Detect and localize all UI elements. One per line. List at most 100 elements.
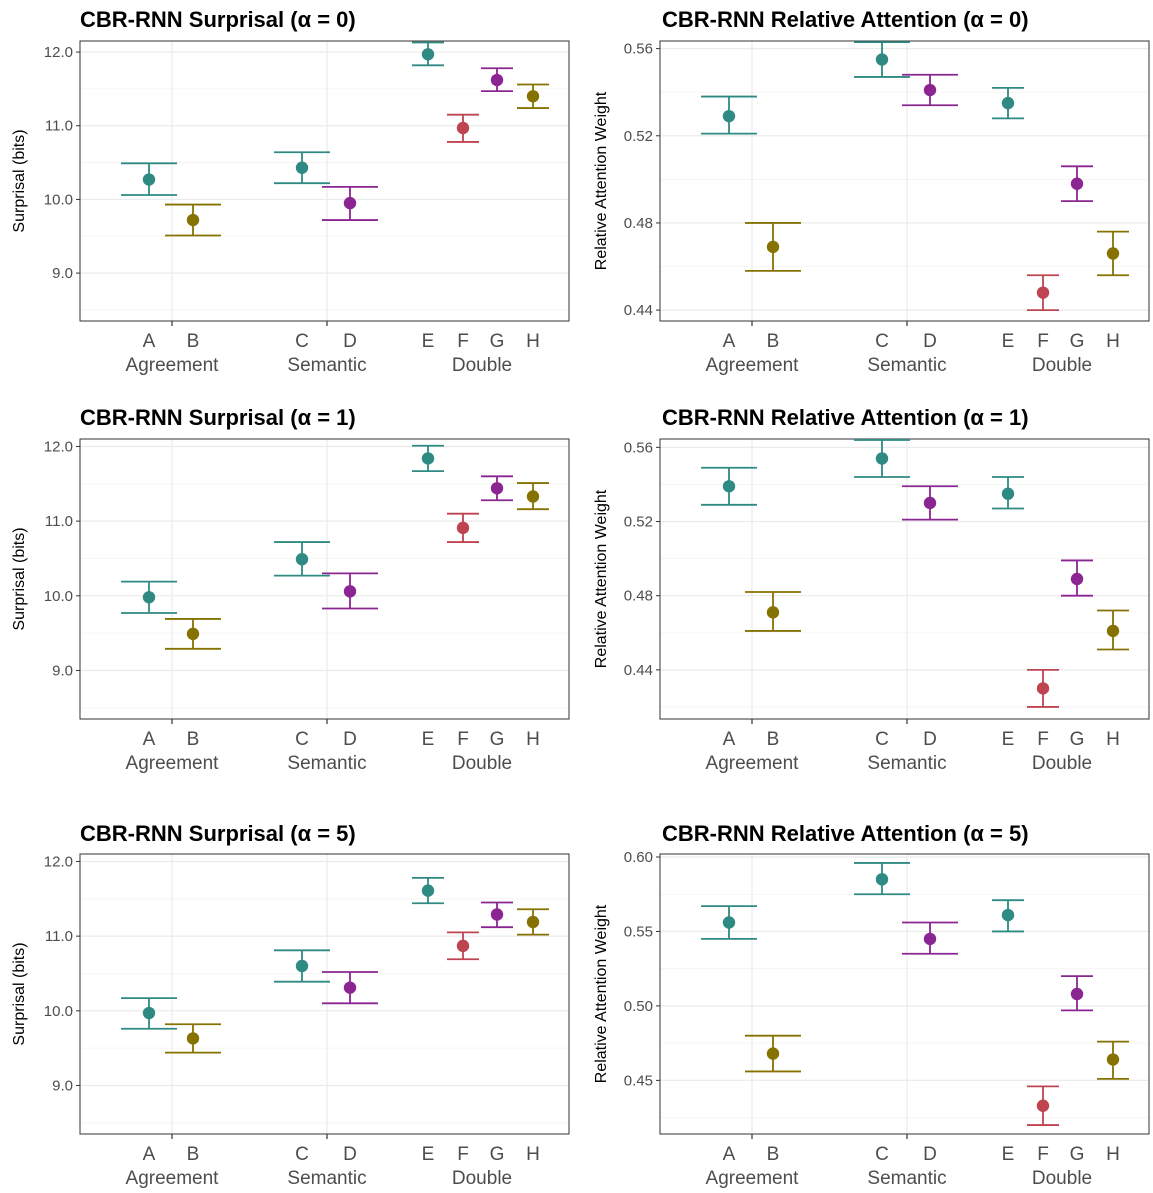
data-point-A — [142, 591, 156, 604]
chart-attention-alpha-0: CBR-RNN Relative Attention (α = 0) 0.44 0.… — [593, 7, 1150, 376]
category-label: G — [1070, 331, 1085, 352]
y-tick-label: 11.0 — [45, 118, 73, 135]
category-label: E — [1002, 1144, 1015, 1165]
data-point-H — [526, 915, 540, 929]
category-label: B — [767, 331, 780, 352]
category-label: G — [1070, 729, 1085, 750]
category-label: E — [1002, 331, 1015, 352]
y-tick-label: 0.55 — [624, 923, 653, 940]
data-point-C — [295, 553, 309, 566]
category-label: E — [422, 1144, 435, 1165]
y-tick-label: 0.56 — [624, 439, 653, 456]
category-label: F — [1037, 331, 1049, 352]
panel-surprisal-alpha-1: CBR-RNN Surprisal (α = 1) 9.0 10.0 11.0 12.0… — [0, 398, 576, 796]
data-point-G — [490, 908, 504, 921]
category-label: B — [767, 1144, 780, 1165]
chart-attention-alpha-1: CBR-RNN Relative Attention (α = 1) 0.44 0.… — [593, 405, 1150, 774]
plot-area — [79, 438, 570, 720]
category-label: A — [723, 331, 736, 352]
data-point-G — [490, 482, 504, 495]
data-point-H — [1106, 624, 1120, 638]
category-label: F — [457, 331, 469, 352]
y-axis-label: Relative Attention Weight — [593, 489, 610, 668]
data-point-D — [923, 496, 937, 510]
category-label: D — [343, 1144, 357, 1165]
y-tick-label: 0.45 — [624, 1072, 653, 1089]
panel-attention-alpha-1: CBR-RNN Relative Attention (α = 1) 0.44 0.… — [576, 398, 1153, 796]
y-tick-label: 0.44 — [624, 662, 653, 679]
panel-surprisal-alpha-5: CBR-RNN Surprisal (α = 5) 9.0 10.0 11.0 12.0… — [0, 796, 576, 1193]
panel-attention-alpha-0: CBR-RNN Relative Attention (α = 0) 0.44 0.… — [576, 0, 1153, 398]
data-point-A — [722, 480, 736, 493]
data-point-B — [766, 606, 780, 619]
plot-border — [659, 438, 1150, 720]
chart-surprisal-alpha-0: CBR-RNN Surprisal (α = 0) 9.0 10.0 11.0 12.0… — [11, 7, 570, 376]
chart-title: CBR-RNN Relative Attention (α = 1) — [662, 405, 1029, 430]
plot-area — [79, 853, 570, 1135]
category-label: F — [457, 729, 469, 750]
category-label: B — [767, 729, 780, 750]
group-label: Agreement — [706, 355, 800, 376]
data-point-F — [1036, 286, 1050, 299]
panel-surprisal-alpha-0: CBR-RNN Surprisal (α = 0) 9.0 10.0 11.0 12.0… — [0, 0, 576, 398]
category-label: C — [295, 729, 309, 750]
data-point-C — [295, 161, 309, 174]
group-label: Double — [452, 355, 512, 376]
y-axis-label: Relative Attention Weight — [593, 904, 610, 1083]
plot-area — [659, 40, 1150, 322]
data-point-D — [343, 196, 357, 210]
y-tick-label: 9.0 — [52, 662, 73, 679]
category-label: A — [723, 1144, 736, 1165]
plot-border — [79, 438, 570, 720]
group-label: Semantic — [867, 753, 946, 774]
group-label: Agreement — [126, 1168, 220, 1189]
category-label: H — [1106, 1144, 1120, 1165]
category-label: H — [526, 1144, 540, 1165]
group-label: Agreement — [126, 355, 220, 376]
data-point-E — [421, 48, 435, 61]
y-tick-label: 9.0 — [52, 1077, 73, 1094]
data-point-D — [923, 932, 937, 946]
group-label: Semantic — [867, 355, 946, 376]
data-point-G — [1070, 987, 1084, 1001]
y-tick-label: 9.0 — [52, 265, 73, 282]
y-tick-label: 12.0 — [44, 44, 73, 61]
y-axis-label: Surprisal (bits) — [11, 527, 28, 630]
plot-border — [79, 853, 570, 1135]
y-tick-label: 11.0 — [45, 928, 73, 945]
category-label: H — [526, 331, 540, 352]
group-label: Double — [1032, 1168, 1092, 1189]
category-label: C — [875, 1144, 889, 1165]
category-label: C — [295, 331, 309, 352]
plot-area — [659, 853, 1150, 1135]
category-label: D — [923, 729, 937, 750]
group-label: Semantic — [287, 355, 366, 376]
data-point-H — [1106, 1053, 1120, 1066]
data-point-D — [343, 585, 357, 598]
data-point-C — [875, 452, 889, 465]
chart-title: CBR-RNN Surprisal (α = 0) — [80, 7, 356, 32]
category-label: H — [526, 729, 540, 750]
plot-background — [660, 41, 1149, 321]
plot-background — [80, 854, 569, 1134]
y-tick-label: 10.0 — [44, 191, 73, 208]
data-point-E — [1001, 908, 1015, 922]
category-label: A — [723, 729, 736, 750]
data-point-A — [722, 916, 736, 929]
data-point-G — [1070, 572, 1084, 586]
y-tick-label: 0.52 — [624, 128, 653, 145]
y-tick-label: 0.60 — [624, 849, 653, 866]
y-tick-label: 10.0 — [44, 588, 73, 605]
category-label: F — [1037, 729, 1049, 750]
data-point-F — [456, 939, 470, 953]
category-label: C — [875, 331, 889, 352]
category-label: D — [923, 331, 937, 352]
chart-title: CBR-RNN Relative Attention (α = 0) — [662, 7, 1029, 32]
plot-border — [659, 853, 1150, 1135]
category-label: B — [187, 729, 200, 750]
data-point-F — [456, 521, 470, 535]
group-label: Agreement — [706, 1168, 800, 1189]
y-tick-label: 11.0 — [45, 513, 73, 530]
category-label: A — [143, 1144, 156, 1165]
data-point-C — [875, 873, 889, 886]
